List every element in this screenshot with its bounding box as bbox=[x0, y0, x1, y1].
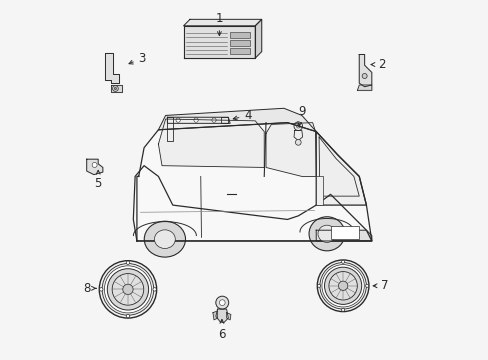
Polygon shape bbox=[158, 119, 264, 167]
Circle shape bbox=[317, 260, 368, 312]
Bar bbox=[230, 48, 250, 54]
Circle shape bbox=[211, 118, 216, 122]
Text: 9: 9 bbox=[297, 105, 305, 126]
Circle shape bbox=[215, 296, 228, 309]
Circle shape bbox=[328, 271, 357, 300]
Circle shape bbox=[153, 288, 156, 291]
Circle shape bbox=[362, 73, 366, 78]
Polygon shape bbox=[158, 108, 316, 132]
Polygon shape bbox=[357, 85, 371, 90]
Polygon shape bbox=[133, 166, 371, 241]
Circle shape bbox=[122, 284, 133, 294]
Text: 4: 4 bbox=[233, 109, 251, 122]
Circle shape bbox=[317, 284, 320, 287]
Bar bbox=[316, 176, 322, 205]
Polygon shape bbox=[265, 123, 316, 176]
Polygon shape bbox=[137, 123, 371, 241]
Circle shape bbox=[126, 261, 129, 264]
Text: 2: 2 bbox=[370, 58, 385, 71]
Polygon shape bbox=[104, 53, 119, 83]
Polygon shape bbox=[319, 137, 359, 196]
Circle shape bbox=[102, 264, 153, 315]
Circle shape bbox=[296, 125, 300, 128]
Polygon shape bbox=[316, 230, 371, 241]
Ellipse shape bbox=[308, 217, 344, 251]
Circle shape bbox=[176, 118, 180, 122]
Polygon shape bbox=[183, 26, 255, 58]
Text: 3: 3 bbox=[129, 51, 146, 64]
Circle shape bbox=[319, 262, 366, 309]
Text: 6: 6 bbox=[218, 319, 225, 341]
Ellipse shape bbox=[144, 221, 185, 257]
Circle shape bbox=[341, 260, 344, 263]
Circle shape bbox=[114, 87, 116, 90]
Polygon shape bbox=[111, 85, 122, 92]
Circle shape bbox=[365, 284, 368, 287]
Ellipse shape bbox=[317, 225, 335, 242]
Circle shape bbox=[112, 86, 118, 91]
Circle shape bbox=[194, 118, 198, 122]
Polygon shape bbox=[183, 19, 261, 26]
Polygon shape bbox=[215, 309, 228, 323]
Polygon shape bbox=[316, 132, 366, 205]
Circle shape bbox=[112, 274, 143, 305]
Circle shape bbox=[99, 261, 156, 318]
Polygon shape bbox=[212, 311, 217, 320]
Text: 7: 7 bbox=[372, 279, 388, 292]
Text: 8: 8 bbox=[83, 282, 96, 295]
Circle shape bbox=[100, 288, 103, 291]
Circle shape bbox=[293, 122, 302, 131]
Polygon shape bbox=[167, 117, 172, 140]
Ellipse shape bbox=[154, 230, 175, 248]
Circle shape bbox=[321, 265, 364, 307]
Circle shape bbox=[126, 314, 129, 318]
Circle shape bbox=[104, 266, 151, 313]
Text: 1: 1 bbox=[215, 12, 223, 36]
Circle shape bbox=[341, 308, 344, 311]
Polygon shape bbox=[226, 313, 230, 320]
Circle shape bbox=[295, 139, 301, 145]
Bar bbox=[330, 226, 359, 239]
Polygon shape bbox=[167, 117, 230, 123]
Polygon shape bbox=[221, 117, 228, 123]
Bar bbox=[230, 32, 250, 38]
Polygon shape bbox=[293, 131, 302, 140]
Polygon shape bbox=[359, 54, 371, 87]
Circle shape bbox=[219, 300, 224, 306]
Polygon shape bbox=[255, 19, 261, 58]
Circle shape bbox=[338, 281, 347, 291]
Circle shape bbox=[92, 162, 97, 167]
Polygon shape bbox=[86, 159, 102, 175]
Bar bbox=[230, 40, 250, 46]
Circle shape bbox=[324, 267, 361, 305]
Text: 5: 5 bbox=[94, 170, 102, 190]
Circle shape bbox=[107, 269, 148, 310]
